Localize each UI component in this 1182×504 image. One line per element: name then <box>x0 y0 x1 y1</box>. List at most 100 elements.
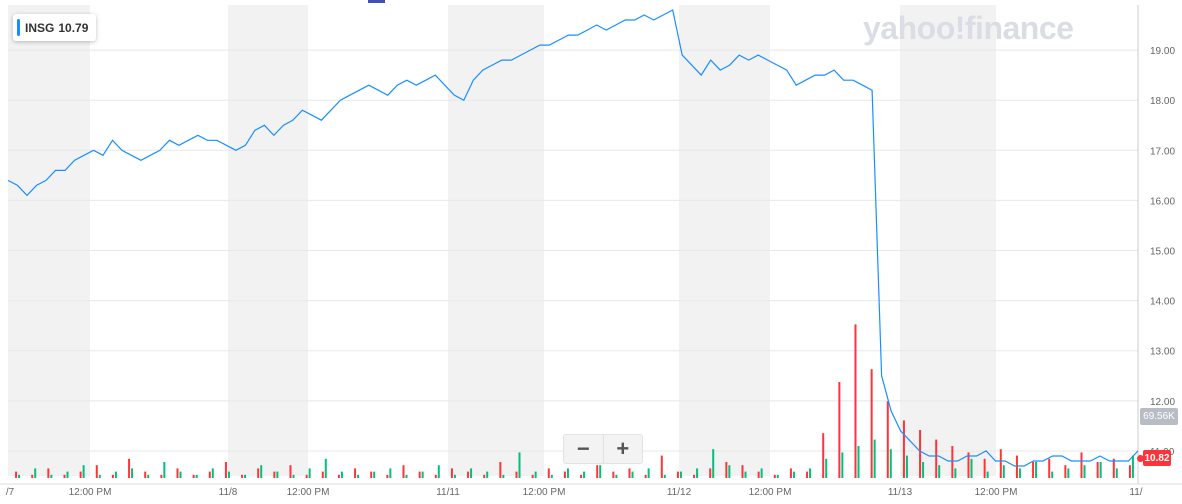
volume-bar-up <box>18 474 21 478</box>
volume-bar-up <box>34 468 37 478</box>
volume-bar-down <box>79 471 82 478</box>
price-line <box>7 9 1139 467</box>
volume-bar-up <box>486 471 489 478</box>
volume-bar-down <box>370 471 373 478</box>
volume-bar-down <box>870 369 873 478</box>
volume-bar-up <box>82 465 85 478</box>
volume-bar-down <box>499 462 502 478</box>
volume-bar-down <box>47 468 50 478</box>
volume-bar-up <box>340 471 343 478</box>
volume-bar-up <box>922 462 925 478</box>
volume-label: 69.56K <box>1140 408 1178 425</box>
volume-bar-up <box>986 471 989 478</box>
volume-bar-down <box>241 474 244 478</box>
volume-bar-down <box>1128 465 1131 478</box>
volume-bar-up <box>841 452 844 478</box>
volume-bar-down <box>337 474 340 478</box>
volume-bar-up <box>760 468 763 478</box>
x-tick-label: 11/12 <box>667 487 692 498</box>
volume-bar-down <box>531 474 534 478</box>
volume-bar-up <box>357 474 360 478</box>
volume-bar-up <box>857 446 860 478</box>
volume-bar-down <box>111 474 114 478</box>
volume-bar-down <box>418 471 421 478</box>
volume-bar-down <box>321 471 324 478</box>
volume-bar-up <box>195 474 198 478</box>
volume-bar-down <box>128 458 131 478</box>
volume-bar-down <box>515 471 518 478</box>
zoom-out-button[interactable]: − <box>564 435 604 463</box>
volume-bar-up <box>292 474 295 478</box>
volume-bar-down <box>1032 462 1035 478</box>
volume-bar-up <box>502 474 505 478</box>
volume-bar-down <box>386 474 389 478</box>
volume-bar-up <box>566 468 569 478</box>
volume-bar-up <box>50 474 53 478</box>
volume-bar-up <box>1035 462 1038 478</box>
volume-bar-up <box>1018 468 1021 478</box>
volume-bar-down <box>935 439 938 478</box>
volume-bar-down <box>612 471 615 478</box>
y-tick-label: 17.00 <box>1150 146 1175 157</box>
volume-bar-up <box>825 458 828 478</box>
volume-bar-down <box>1112 458 1115 478</box>
volume-bar-down <box>15 471 18 478</box>
volume-bar-down <box>596 465 599 478</box>
ticker-symbol: INSG <box>25 20 55 35</box>
y-tick-label: 19.00 <box>1150 46 1175 57</box>
volume-bar-down <box>886 401 889 478</box>
volume-bar-up <box>905 455 908 478</box>
volume-bar-up <box>712 449 715 478</box>
y-tick-label: 16.00 <box>1150 196 1175 207</box>
ticker-badge[interactable]: INSG 10.79 <box>13 14 97 41</box>
volume-bar-up <box>1115 468 1118 478</box>
volume-bar-up <box>147 474 150 478</box>
volume-bar-down <box>1048 458 1051 478</box>
volume-bar-up <box>66 471 69 478</box>
y-tick-label: 14.00 <box>1150 297 1175 308</box>
last-price-label: 10.82 <box>1143 450 1171 466</box>
after-hours-band <box>900 5 996 476</box>
volume-bar-up <box>98 474 101 478</box>
yahoo-finance-logo: yahoo!finance <box>863 10 1074 46</box>
volume-bar-down <box>63 474 66 478</box>
volume-bar-down <box>1096 462 1099 478</box>
volume-bar-down <box>757 471 760 478</box>
volume-bar-up <box>599 465 602 478</box>
volume-bar-down <box>563 471 566 478</box>
after-hours-band <box>448 5 544 476</box>
x-tick-label: /7 <box>6 487 15 498</box>
volume-bar-down <box>693 474 696 478</box>
volume-bar-up <box>938 465 941 478</box>
volume-bar-up <box>954 468 957 478</box>
volume-bar-down <box>951 446 954 478</box>
volume-bar-up <box>518 452 521 478</box>
volume-bar-up <box>663 474 666 478</box>
volume-bar-up <box>615 474 618 478</box>
volume-bar-down <box>806 471 809 478</box>
y-tick-label: 15.00 <box>1150 247 1175 258</box>
volume-bar-down <box>644 474 647 478</box>
volume-bar-down <box>628 468 631 478</box>
volume-bar-down <box>1080 452 1083 478</box>
volume-bar-down <box>838 382 841 478</box>
x-tick-label: 11/ <box>1129 487 1142 498</box>
volume-bar-up <box>679 471 682 478</box>
volume-bar-up <box>792 471 795 478</box>
volume-bar-down <box>450 468 453 478</box>
volume-bar-up <box>276 471 279 478</box>
volume-bar-down <box>289 465 292 478</box>
volume-bar-down <box>822 433 825 478</box>
after-hours-band <box>228 5 308 476</box>
volume-bar-up <box>1099 462 1102 478</box>
volume-bar-down <box>305 474 308 478</box>
volume-bar-up <box>114 471 117 478</box>
x-tick-label: 11/13 <box>888 487 913 498</box>
volume-bar-down <box>208 471 211 478</box>
zoom-in-button[interactable]: + <box>616 436 630 461</box>
volume-bar-up <box>647 468 650 478</box>
volume-bar-down <box>999 449 1002 478</box>
ticker-price: 10.79 <box>58 20 89 35</box>
volume-bar-up <box>324 458 327 478</box>
volume-bar-up <box>260 465 263 478</box>
